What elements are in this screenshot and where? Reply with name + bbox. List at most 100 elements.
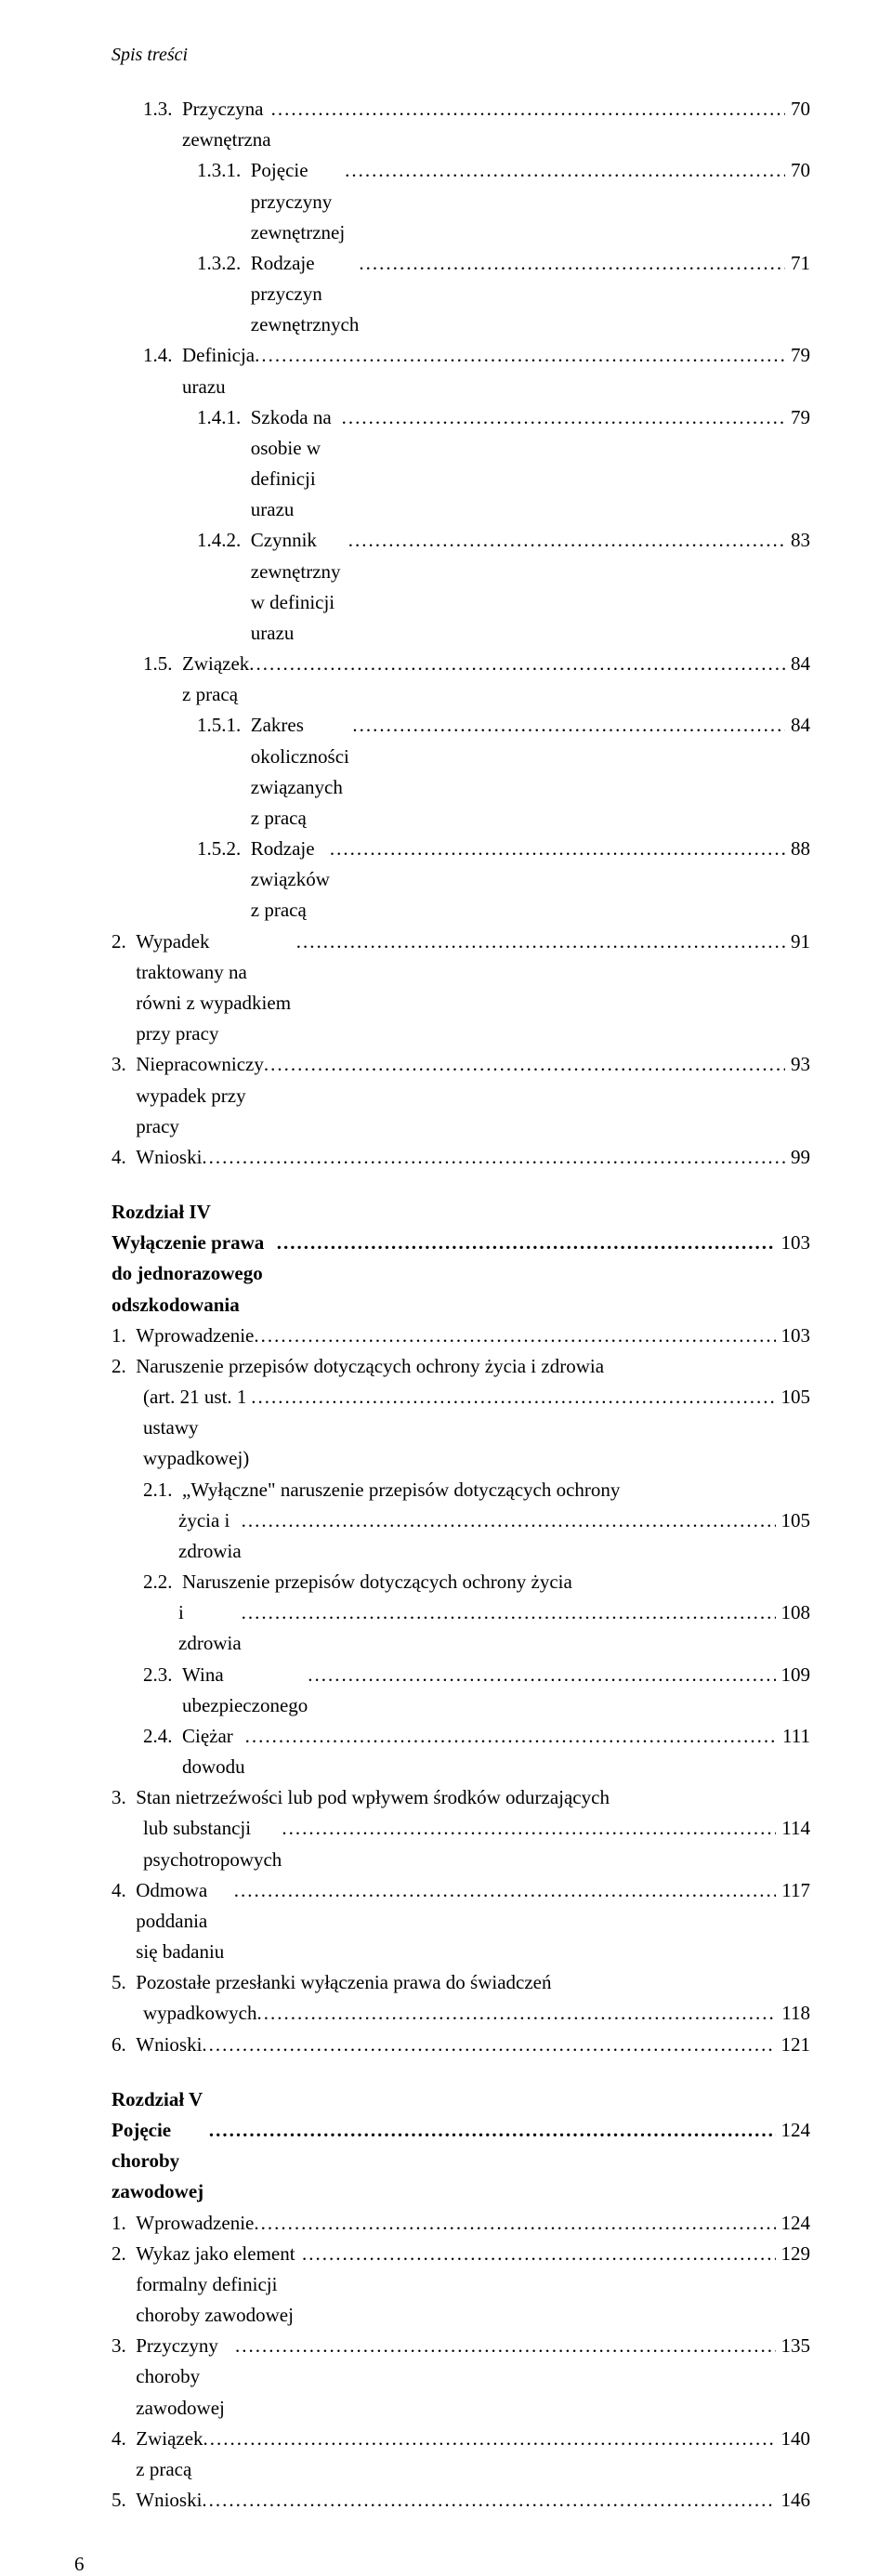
toc-page: 70 [785,155,810,186]
toc-title: Wykaz jako element formalny definicji ch… [136,2239,302,2332]
toc-label: 5. [112,2485,136,2516]
toc-title: Związek z pracą [182,649,249,710]
toc-page: 103 [776,1321,811,1351]
toc-page: 111 [777,1721,810,1752]
toc-page: 91 [785,927,810,957]
toc-label: 4. [112,1875,136,1906]
toc-title: Naruszenie przepisów dotyczących ochrony… [136,1351,604,1382]
toc-title: Przyczyny choroby zawodowej [136,2331,235,2424]
page: Spis treści 1.3. Przyczyna zewnętrzna701… [0,0,892,2576]
toc-title: Wprowadzenie [136,2208,254,2239]
toc-page: 79 [785,402,810,433]
toc-page: 124 [776,2208,811,2239]
toc-page: 79 [785,340,810,371]
toc-page: 129 [776,2239,811,2269]
toc-row: 1. Wprowadzenie103 [112,1321,810,1351]
toc-title: Czynnik zewnętrzny w definicji urazu [251,525,348,649]
toc-row: 1.3.2. Rodzaje przyczyn zewnętrznych71 [112,248,810,341]
toc-row: 1.5.2. Rodzaje związków z pracą88 [112,834,810,927]
toc-row: 1.4.2. Czynnik zewnętrzny w definicji ur… [112,525,810,649]
toc-label: 1.5.1. [197,710,251,741]
leader [242,1597,776,1628]
toc-label: 3. [112,1049,136,1080]
leader [245,1721,777,1752]
toc-title: Szkoda na osobie w definicji urazu [251,402,342,526]
toc-row: 1.3.1. Pojęcie przyczyny zewnętrznej70 [112,155,810,248]
leader [352,710,785,741]
toc-page: 118 [776,1998,810,2029]
toc-row: 1.4. Definicja urazu79 [112,340,810,401]
leader [345,155,785,186]
toc-title: Wnioski [136,2030,202,2060]
toc-row: 1.4.1. Szkoda na osobie w definicji uraz… [112,402,810,526]
chapter-5-title-row: Pojęcie choroby zawodowej 124 [112,2115,810,2208]
leader [202,2485,775,2516]
leader [203,2424,776,2454]
leader [359,248,785,279]
toc-title: Zakres okoliczności związanych z pracą [251,710,353,834]
toc-label: 1.4.1. [197,402,251,433]
toc-title: Ciężar dowodu [182,1721,245,1782]
toc-page: 108 [776,1597,811,1628]
toc-row: 1.3. Przyczyna zewnętrzna70 [112,94,810,155]
toc-label: 4. [112,2424,136,2454]
toc-block-top: 1.3. Przyczyna zewnętrzna701.3.1. Pojęci… [112,94,810,1173]
toc-cont-text: (art. 21 ust. 1 ustawy wypadkowej) [143,1382,251,1475]
toc-title: Związek z pracą [136,2424,203,2485]
toc-title: Wina ubezpieczonego [182,1660,308,1721]
toc-page: 99 [785,1142,810,1173]
toc-label: 2.4. [143,1721,182,1752]
toc-title: Odmowa poddania się badaniu [136,1875,234,1968]
toc-label: 2.3. [143,1660,182,1690]
toc-label: 3. [112,1782,136,1813]
toc-page: 70 [785,94,810,125]
leader [242,1505,776,1536]
leader [235,2331,775,2361]
leader [256,1998,776,2029]
toc-label: 3. [112,2331,136,2361]
toc-row: 2.3. Wina ubezpieczonego 109 [112,1660,810,1721]
page-number: 6 [74,2553,810,2576]
toc-page: 71 [785,248,810,279]
leader [271,94,785,125]
toc-row: 5. Wnioski146 [112,2485,810,2516]
toc-label: 1. [112,2208,136,2239]
toc-label: 1.3. [143,94,182,125]
toc-title: Rodzaje związków z pracą [251,834,330,927]
toc-label: 2. [112,2239,136,2269]
toc-page: 88 [785,834,810,864]
toc-label: 1.4. [143,340,182,371]
leader [251,1382,775,1413]
toc-row: 2. Naruszenie przepisów dotyczących ochr… [112,1351,810,1382]
toc-page: 135 [776,2331,811,2361]
chapter-4-head: Rozdział IV [112,1197,810,1228]
leader [277,1228,776,1258]
leader [254,2208,775,2239]
toc-label: 6. [112,2030,136,2060]
toc-label: 1.3.2. [197,248,251,279]
toc-title: Niepracowniczy wypadek przy pracy [136,1049,264,1142]
toc-cont-text: życia i zdrowia [178,1505,242,1567]
toc-row: 3. Stan nietrzeźwości lub pod wpływem śr… [112,1782,810,1813]
toc-page: 83 [785,525,810,556]
toc-page: 105 [776,1382,811,1413]
toc-page: 84 [785,649,810,679]
leader [302,2239,775,2269]
toc-label: 2.1. [143,1475,182,1505]
toc-title: Wnioski [136,2485,202,2516]
chapter-4-title-row: Wyłączenie prawa do jednorazowego odszko… [112,1228,810,1321]
leader [202,2030,775,2060]
toc-row: 4. Związek z pracą140 [112,2424,810,2485]
toc-row: 5. Pozostałe przesłanki wyłączenia prawa… [112,1967,810,1998]
leader [209,2115,776,2146]
toc-row: 1.5.1. Zakres okoliczności związanych z … [112,710,810,834]
toc-page: 121 [776,2030,811,2060]
toc-title: „Wyłączne" naruszenie przepisów dotycząc… [182,1475,620,1505]
chapter-5-title: Pojęcie choroby zawodowej [112,2115,209,2208]
chapter-4-block: Rozdział IV Wyłączenie prawa do jednoraz… [112,1197,810,2060]
toc-page: 109 [776,1660,811,1690]
leader [296,927,785,957]
leader [282,1813,776,1844]
toc-title: Pozostałe przesłanki wyłączenia prawa do… [136,1967,551,1998]
toc-label: 1. [112,1321,136,1351]
